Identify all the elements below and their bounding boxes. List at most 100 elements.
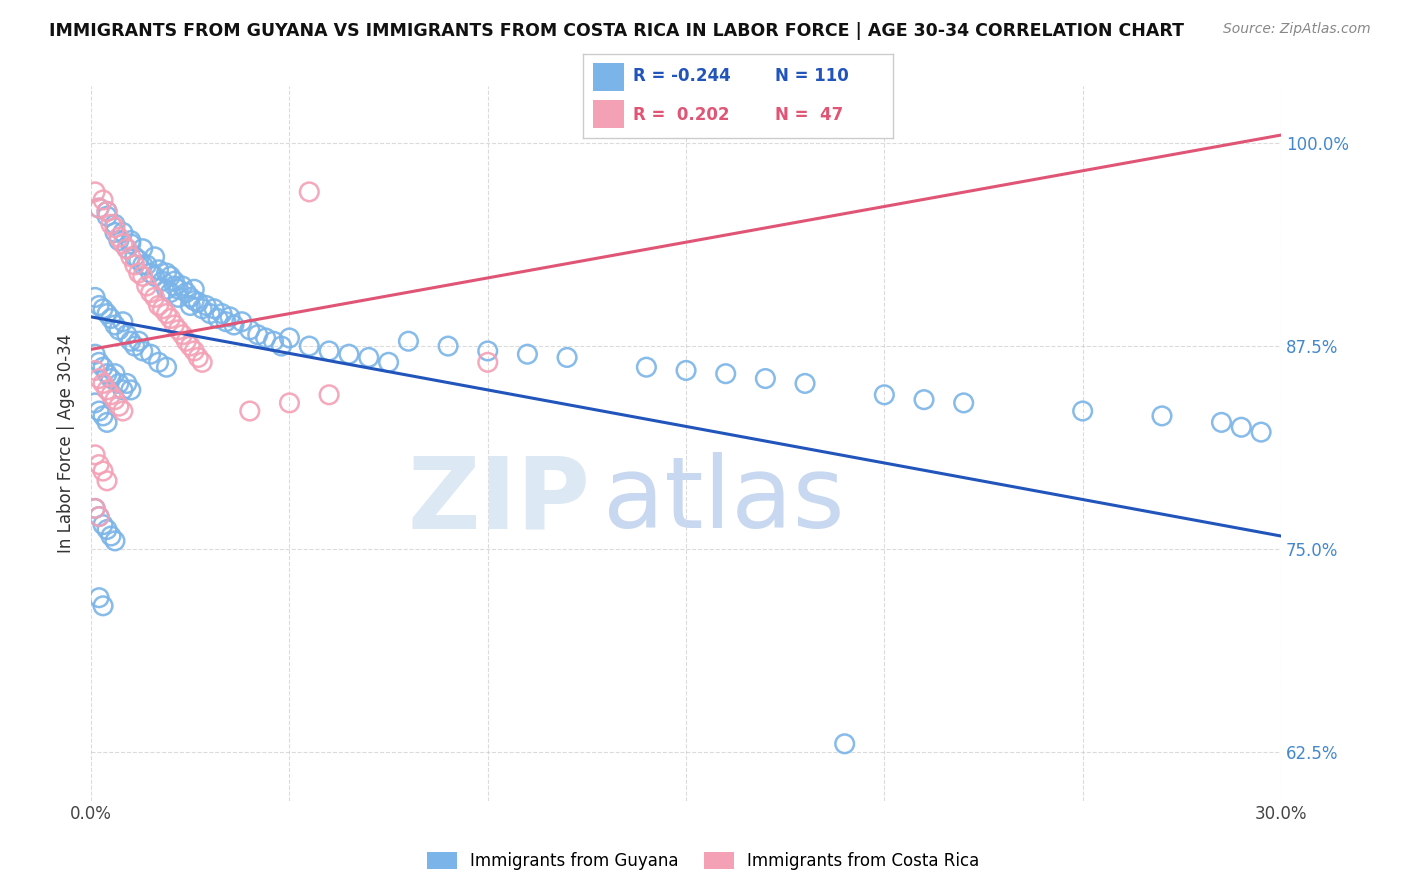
Point xyxy=(91,599,114,613)
Point xyxy=(278,331,301,345)
Point xyxy=(794,376,817,391)
Point xyxy=(96,307,118,321)
Point xyxy=(91,376,114,391)
Y-axis label: In Labor Force | Age 30-34: In Labor Force | Age 30-34 xyxy=(58,334,75,553)
Point xyxy=(84,185,107,199)
Point xyxy=(167,282,190,296)
Point xyxy=(132,258,155,272)
Point xyxy=(100,311,122,326)
Point xyxy=(84,347,107,361)
Point xyxy=(187,295,209,310)
Point xyxy=(91,517,114,532)
Point xyxy=(87,458,110,472)
Point xyxy=(115,242,138,256)
Point xyxy=(135,258,157,272)
Point xyxy=(155,282,177,296)
Point xyxy=(87,371,110,385)
Point xyxy=(91,464,114,478)
Point xyxy=(477,355,499,369)
Point xyxy=(357,351,380,365)
Point xyxy=(952,396,974,410)
Point xyxy=(183,293,205,308)
Point xyxy=(87,509,110,524)
Point xyxy=(222,318,245,332)
Point xyxy=(111,226,134,240)
Point xyxy=(202,301,225,316)
Point xyxy=(84,501,107,516)
Point xyxy=(1211,416,1233,430)
Point xyxy=(115,327,138,342)
Point xyxy=(207,311,229,326)
Bar xyxy=(593,62,624,91)
Point xyxy=(84,501,107,516)
Point xyxy=(159,285,181,300)
Point xyxy=(163,318,186,332)
Point xyxy=(215,315,238,329)
Point xyxy=(155,266,177,280)
Point xyxy=(96,383,118,397)
Point xyxy=(96,474,118,488)
Point xyxy=(100,529,122,543)
Point xyxy=(120,234,142,248)
Point xyxy=(191,301,214,316)
Point xyxy=(675,363,697,377)
Point xyxy=(120,236,142,251)
Point xyxy=(111,383,134,397)
Point xyxy=(104,392,127,407)
Point xyxy=(183,282,205,296)
Point xyxy=(84,396,107,410)
Point xyxy=(172,327,194,342)
Text: atlas: atlas xyxy=(603,452,845,549)
Point xyxy=(1071,404,1094,418)
Point xyxy=(84,290,107,304)
Point xyxy=(239,404,262,418)
Point xyxy=(120,334,142,349)
Point xyxy=(714,367,737,381)
Point xyxy=(377,355,399,369)
Point xyxy=(111,236,134,251)
Point xyxy=(912,392,935,407)
Point xyxy=(104,226,127,240)
Point xyxy=(176,334,198,349)
Point xyxy=(100,371,122,385)
Point xyxy=(139,266,162,280)
Point xyxy=(172,279,194,293)
Point xyxy=(91,360,114,375)
Point xyxy=(148,298,170,312)
Point xyxy=(179,339,201,353)
Text: N = 110: N = 110 xyxy=(775,68,849,86)
Point xyxy=(87,201,110,215)
Point xyxy=(155,307,177,321)
Point xyxy=(834,737,856,751)
Point xyxy=(1230,420,1253,434)
Point xyxy=(298,185,321,199)
Point xyxy=(96,204,118,219)
Point xyxy=(167,323,190,337)
Point xyxy=(155,360,177,375)
Point xyxy=(128,266,150,280)
Point xyxy=(139,285,162,300)
Point xyxy=(396,334,419,349)
Point xyxy=(516,347,538,361)
Point xyxy=(87,509,110,524)
Point xyxy=(108,376,131,391)
Point xyxy=(270,339,292,353)
Point xyxy=(87,298,110,312)
Point xyxy=(100,218,122,232)
Point xyxy=(179,298,201,312)
Point xyxy=(108,323,131,337)
Point xyxy=(239,323,262,337)
Point xyxy=(108,399,131,413)
Point xyxy=(96,523,118,537)
Point xyxy=(111,315,134,329)
Point xyxy=(115,242,138,256)
Point xyxy=(1150,409,1173,423)
Point xyxy=(246,327,269,342)
Point xyxy=(124,250,146,264)
Point xyxy=(87,404,110,418)
Point xyxy=(176,285,198,300)
Point xyxy=(124,258,146,272)
Point xyxy=(104,218,127,232)
Point xyxy=(873,388,896,402)
Legend: Immigrants from Guyana, Immigrants from Costa Rica: Immigrants from Guyana, Immigrants from … xyxy=(420,845,986,877)
